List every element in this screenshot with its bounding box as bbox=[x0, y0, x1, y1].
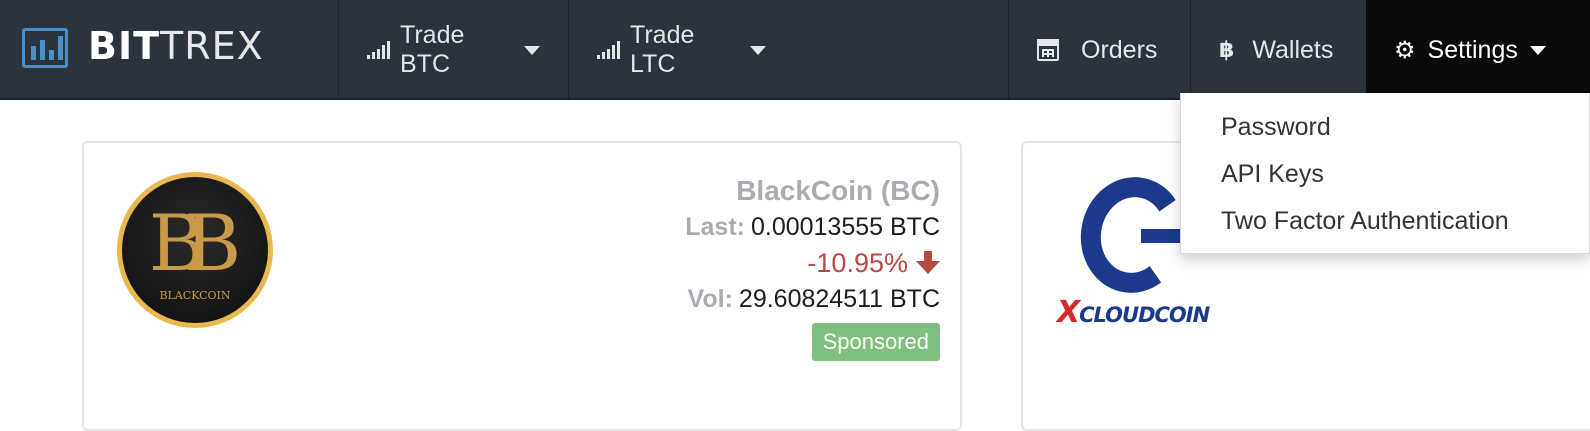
last-price-row: Last: 0.00013555 BTC bbox=[685, 209, 940, 245]
nav-settings[interactable]: ⚙ Settings bbox=[1366, 0, 1590, 100]
nav-settings-label: Settings bbox=[1427, 35, 1518, 64]
change-value: -10.95% bbox=[807, 248, 908, 278]
settings-dropdown-menu: Password API Keys Two Factor Authenticat… bbox=[1180, 93, 1590, 254]
menu-item-api-keys[interactable]: API Keys bbox=[1221, 160, 1324, 188]
top-navbar: BITTREX Trade BTC Trade LTC Orders ฿ Wal… bbox=[0, 0, 1590, 100]
nav-trade-btc[interactable]: Trade BTC bbox=[338, 0, 568, 100]
nav-trade-btc-label: Trade BTC bbox=[400, 21, 465, 78]
nav-trade-ltc[interactable]: Trade LTC bbox=[568, 0, 794, 100]
vol-label: Vol: bbox=[687, 285, 733, 313]
bar-chart-icon bbox=[22, 28, 68, 68]
volume-row: Vol: 29.60824511 BTC bbox=[685, 281, 940, 317]
menu-item-password[interactable]: Password bbox=[1221, 113, 1331, 141]
brand-wordmark: BITTREX bbox=[88, 24, 264, 68]
last-value: 0.00013555 BTC bbox=[750, 213, 940, 241]
signal-bars-icon bbox=[367, 41, 390, 59]
caret-down-icon bbox=[750, 45, 766, 55]
price-change: -10.95% bbox=[685, 245, 940, 281]
arrow-down-icon bbox=[916, 251, 940, 275]
nav-wallets-label: Wallets bbox=[1252, 35, 1334, 64]
caret-down-icon bbox=[524, 45, 540, 55]
nav-trade-ltc-label: Trade LTC bbox=[630, 21, 695, 78]
vol-value: 29.60824511 BTC bbox=[738, 285, 940, 313]
signal-bars-icon bbox=[597, 41, 620, 59]
nav-orders[interactable]: Orders bbox=[1008, 0, 1190, 100]
nav-wallets[interactable]: ฿ Wallets bbox=[1190, 0, 1366, 100]
caret-down-icon bbox=[1529, 45, 1546, 55]
calendar-icon bbox=[1037, 39, 1059, 61]
coin-name: BlackCoin (BC) bbox=[736, 175, 940, 206]
brand-logo[interactable]: BITTREX bbox=[0, 0, 338, 100]
menu-item-two-factor-authentication[interactable]: Two Factor Authentication bbox=[1221, 207, 1509, 235]
last-label: Last: bbox=[685, 213, 745, 241]
gear-icon: ⚙ bbox=[1394, 36, 1416, 64]
bitcoin-icon: ฿ bbox=[1219, 37, 1235, 63]
nav-orders-label: Orders bbox=[1081, 35, 1158, 64]
coin-info: BlackCoin (BC) Last: 0.00013555 BTC -10.9… bbox=[685, 173, 940, 361]
blackcoin-logo: BB BLACKCOIN bbox=[117, 172, 273, 328]
market-card-blackcoin[interactable]: BB BLACKCOIN BlackCoin (BC) Last: 0.00013… bbox=[82, 141, 962, 431]
sponsored-badge: Sponsored bbox=[811, 323, 940, 361]
